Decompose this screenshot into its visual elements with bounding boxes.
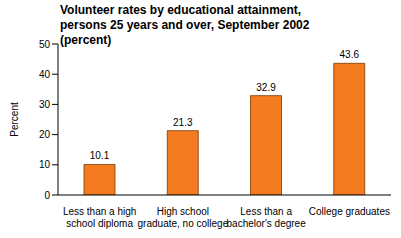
svg-text:bachelor's degree: bachelor's degree — [227, 218, 307, 229]
svg-text:10: 10 — [39, 159, 51, 170]
svg-text:21.3: 21.3 — [173, 117, 193, 128]
svg-text:school diploma: school diploma — [66, 218, 133, 229]
svg-text:Less than a: Less than a — [240, 206, 292, 217]
svg-text:32.9: 32.9 — [256, 82, 276, 93]
svg-text:20: 20 — [39, 129, 51, 140]
html-text:Volunteer rates by educational: Volunteer rates by educational attainmen… — [60, 3, 310, 47]
svg-text:graduate, no college: graduate, no college — [138, 218, 229, 229]
svg-text:Less than a high: Less than a high — [63, 206, 136, 217]
svg-text:0: 0 — [44, 190, 50, 201]
svg-text:10.1: 10.1 — [90, 150, 110, 161]
svg-text:High school: High school — [157, 206, 209, 217]
svg-text:43.6: 43.6 — [340, 49, 360, 60]
svg-text:40: 40 — [39, 69, 51, 80]
svg-text:College graduates: College graduates — [309, 206, 390, 217]
svg-text:50: 50 — [39, 39, 51, 50]
svg-text:30: 30 — [39, 99, 51, 110]
svg-text:Percent: Percent — [9, 102, 20, 137]
